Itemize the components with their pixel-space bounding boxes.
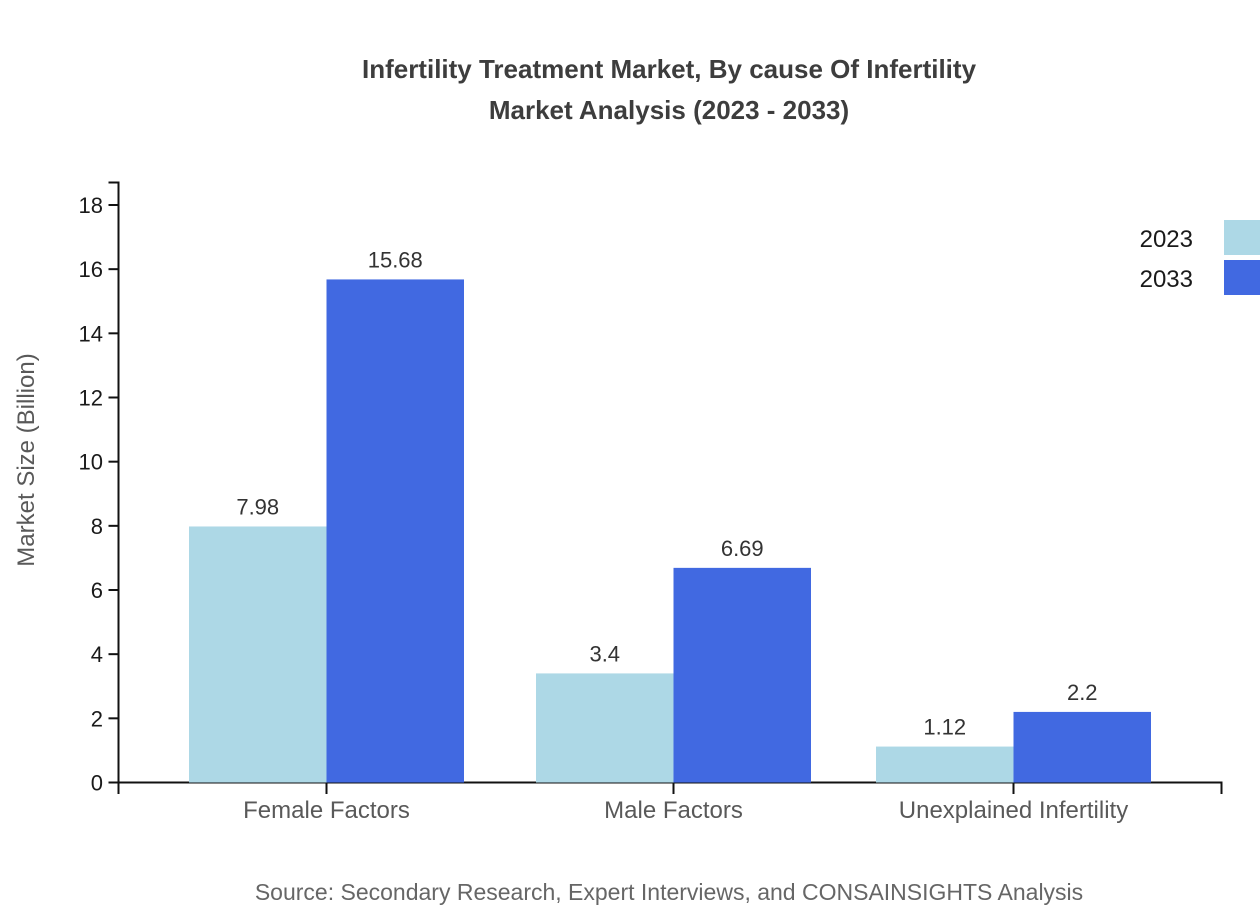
y-tick-label: 6 [91, 578, 103, 603]
y-axis-title: Market Size (Billion) [13, 353, 40, 566]
y-tick-label: 2 [91, 706, 103, 731]
chart-title-line-1: Infertility Treatment Market, By cause O… [362, 54, 977, 84]
value-label-2023-male-factors: 3.4 [589, 641, 620, 666]
category-labels-layer: Female Factors Male Factors Unexplained In… [243, 797, 1128, 824]
y-tick-label: 4 [91, 642, 103, 667]
category-label: Male Factors [604, 797, 743, 824]
y-tick-label: 10 [79, 450, 103, 475]
y-axis-line [108, 181, 120, 784]
legend-swatch-2023 [1224, 220, 1260, 255]
bar-2033-unexplained-infertility [1013, 711, 1151, 783]
y-tick-label: 18 [79, 193, 103, 218]
x-axis-ticks [325, 782, 1015, 794]
legend-swatch-2033 [1224, 260, 1260, 295]
x-axis-line [117, 781, 1223, 794]
value-label-2023-female-factors: 7.98 [236, 494, 279, 519]
chart-title-line-2: Market Analysis (2023 - 2033) [489, 95, 849, 125]
y-tick-label: 0 [91, 771, 103, 796]
bars-layer [189, 279, 1151, 783]
bar-2033-male-factors [673, 567, 811, 783]
value-label-2033-male-factors: 6.69 [721, 536, 764, 561]
y-tick-label: 16 [79, 257, 103, 282]
bar-2023-unexplained-infertility [876, 746, 1014, 783]
legend-label-2033: 2033 [1140, 266, 1193, 293]
value-labels-layer: 7.98 15.68 3.4 6.69 1.12 2.2 [236, 247, 1097, 739]
bar-2023-female-factors [189, 526, 327, 783]
category-label: Unexplained Infertility [899, 797, 1128, 824]
source-note: Source: Secondary Research, Expert Inter… [255, 879, 1083, 905]
y-tick-label: 8 [91, 514, 103, 539]
value-label-2023-unexplained-infertility: 1.12 [923, 715, 966, 740]
legend: 2023 2033 [1140, 220, 1260, 295]
bar-2033-female-factors [326, 279, 464, 783]
y-tick-label: 14 [79, 321, 103, 346]
y-tick-label: 12 [79, 386, 103, 411]
y-axis-ticks: 0 2 4 6 8 10 12 14 16 18 [79, 193, 119, 796]
category-label: Female Factors [243, 797, 410, 824]
legend-label-2023: 2023 [1140, 226, 1193, 253]
value-label-2033-unexplained-infertility: 2.2 [1067, 680, 1098, 705]
bar-2023-male-factors [536, 673, 674, 783]
value-label-2033-female-factors: 15.68 [368, 247, 423, 272]
